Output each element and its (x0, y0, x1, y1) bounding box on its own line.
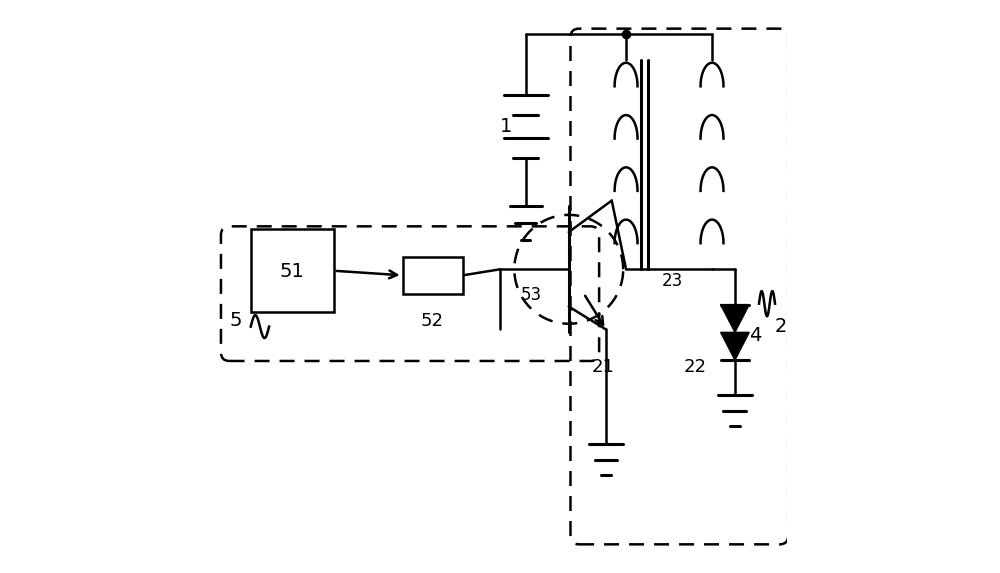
Text: 21: 21 (592, 358, 615, 376)
Text: 23: 23 (661, 272, 683, 290)
Text: 22: 22 (683, 358, 706, 376)
Polygon shape (721, 305, 749, 332)
Bar (251, 229, 334, 312)
Bar (403, 257, 463, 294)
Text: 4: 4 (749, 325, 761, 345)
Text: 51: 51 (280, 261, 304, 281)
Polygon shape (721, 332, 749, 360)
Text: 53: 53 (521, 286, 542, 304)
Text: 1: 1 (500, 116, 512, 136)
Text: 2: 2 (775, 317, 787, 336)
Text: 52: 52 (421, 312, 444, 330)
Text: 5: 5 (229, 311, 242, 331)
